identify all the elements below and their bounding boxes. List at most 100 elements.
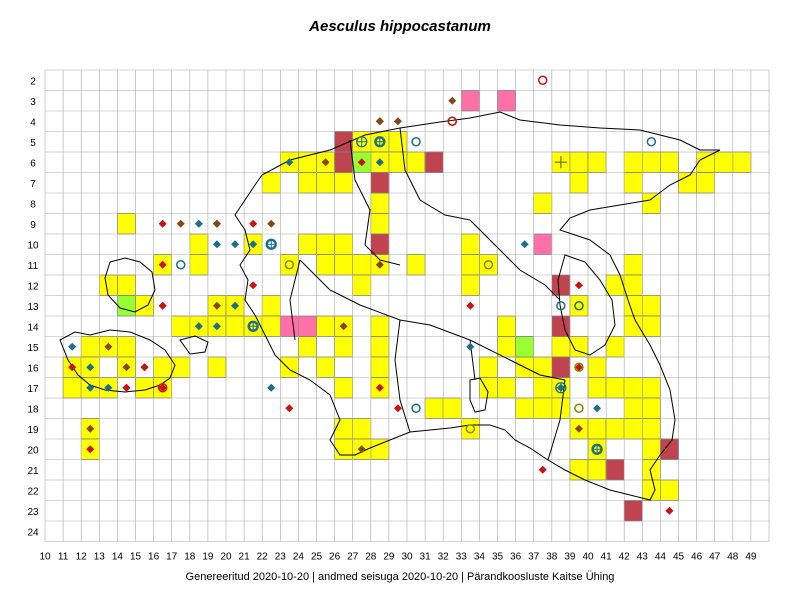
hiiumaa-outline (104, 257, 156, 313)
x-tick-label: 11 (58, 552, 69, 563)
cell-yellow (678, 172, 697, 194)
y-tick-label: 9 (30, 220, 36, 231)
y-tick-label: 24 (27, 527, 39, 538)
diamond-blue-marker (68, 342, 77, 351)
x-tick-label: 15 (130, 552, 142, 563)
x-tick-label: 18 (184, 552, 196, 563)
cell-yellow (660, 151, 679, 173)
x-tick-label: 38 (546, 552, 558, 563)
x-tick-label: 12 (76, 552, 88, 563)
x-tick-label: 43 (637, 552, 649, 563)
y-tick-label: 4 (30, 117, 36, 128)
diamond-red-marker (665, 506, 674, 515)
x-tick-label: 19 (202, 552, 214, 563)
cell-yellow (442, 397, 462, 419)
axis-labels-layer: 10 11 12 13 14 15 16 17 18 19 20 21 22 23 24 25 26 27 28 29… (27, 76, 756, 562)
diamond-brown-marker (212, 301, 221, 310)
y-tick-label: 7 (30, 179, 36, 190)
cell-yellow (714, 151, 734, 173)
cell-yellow (533, 377, 553, 399)
y-tick-label: 18 (27, 404, 39, 415)
cell-yellow (641, 438, 661, 460)
y-tick-label: 21 (27, 466, 39, 477)
cell-yellow (189, 254, 209, 276)
diamond-blue-marker (285, 158, 294, 167)
y-tick-label: 23 (27, 507, 39, 518)
diamond-red-marker (574, 363, 583, 372)
x-tick-label: 36 (510, 552, 522, 563)
cell-yellow (316, 315, 335, 337)
cell-yellow (189, 233, 209, 255)
circle-teal-marker (411, 403, 421, 413)
y-tick-label: 10 (27, 240, 39, 251)
cell-yellow (623, 377, 643, 399)
cell-yellow (370, 192, 390, 214)
cell-yellow (533, 397, 553, 419)
diamond-blue-marker (267, 383, 276, 392)
cell-yellow (388, 131, 408, 153)
diamond-red-marker (158, 219, 167, 228)
x-tick-label: 23 (275, 552, 287, 563)
diamond-blue-marker (593, 404, 602, 413)
cell-yellow (261, 295, 281, 317)
cell-yellow (641, 151, 661, 173)
x-tick-label: 10 (39, 552, 51, 563)
cell-yellow (623, 397, 643, 419)
x-tick-label: 20 (220, 552, 232, 563)
circle-red-marker (538, 75, 548, 85)
cell-yellow (605, 418, 625, 440)
cell-yellow (623, 418, 643, 440)
cell-pink (533, 233, 553, 255)
grid-layer (44, 69, 770, 542)
observation-symbols-layer (68, 75, 674, 515)
x-tick-label: 17 (166, 552, 178, 563)
diamond-red-marker (574, 281, 583, 290)
cell-yellow (587, 151, 607, 173)
cell-yellow (279, 356, 299, 378)
cell-yellow (641, 397, 661, 419)
y-tick-label: 6 (30, 158, 36, 169)
y-tick-label: 14 (27, 322, 39, 333)
cell-yellow (279, 254, 299, 276)
cell-yellow (316, 233, 335, 255)
cell-darkred (424, 151, 444, 173)
cell-yellow (370, 438, 390, 460)
saaremaa-outline (59, 329, 176, 393)
diamond-blue-marker (212, 240, 221, 249)
cell-yellow (316, 356, 335, 378)
y-tick-label: 11 (28, 261, 39, 272)
diamond-brown-marker (357, 445, 366, 454)
cell-yellow (207, 356, 227, 378)
diamond-blue-marker (86, 363, 95, 372)
cell-yellow (334, 418, 354, 440)
cell-yellow (370, 315, 390, 337)
cell-yellow (334, 233, 354, 255)
cell-yellow (406, 254, 426, 276)
x-tick-label: 31 (420, 552, 432, 563)
estonia-mainland-outline (234, 111, 721, 501)
cell-yellow (460, 233, 480, 255)
x-tick-label: 41 (601, 552, 613, 563)
x-tick-label: 30 (401, 552, 413, 563)
x-tick-label: 45 (673, 552, 685, 563)
cell-yellow (587, 356, 607, 378)
cell-yellow (225, 315, 245, 337)
country-outline (59, 111, 721, 501)
cell-yellow (316, 172, 335, 194)
x-tick-label: 42 (619, 552, 631, 563)
cell-pink (298, 315, 317, 337)
diamond-blue-marker (194, 219, 203, 228)
cell-green (515, 336, 534, 358)
cell-yellow (587, 377, 607, 399)
cell-yellow (370, 356, 390, 378)
cell-yellow (298, 151, 317, 173)
x-tick-label: 21 (239, 552, 251, 563)
x-tick-label: 16 (148, 552, 160, 563)
cell-yellow (623, 274, 643, 296)
cell-yellow (497, 336, 516, 358)
diamond-brown-marker (375, 260, 384, 269)
cell-darkred (551, 274, 571, 296)
x-tick-label: 44 (655, 552, 667, 563)
diamond-brown-marker (321, 158, 330, 167)
